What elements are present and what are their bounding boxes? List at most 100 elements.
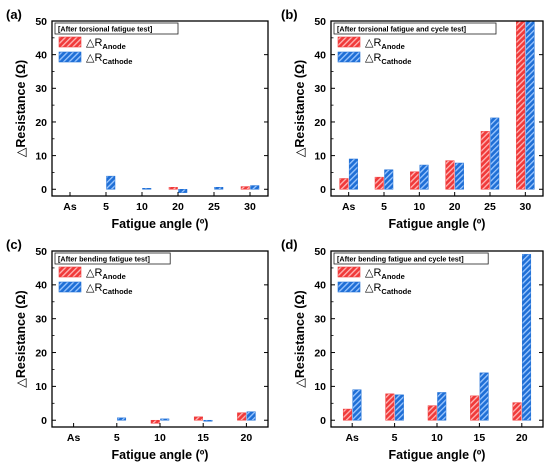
y-tick-label: 0 (320, 415, 326, 427)
bar-cathode-30 (525, 20, 535, 190)
legend-symbol: R (373, 52, 381, 64)
bar-anode-15 (470, 395, 480, 421)
legend-delta: △ (365, 52, 374, 64)
bar-anode-20 (445, 160, 455, 190)
y-tick-label: 30 (314, 83, 326, 95)
bar-anode-As (342, 408, 352, 421)
bar-anode-25 (480, 131, 490, 190)
bar-cathode-As (352, 389, 362, 421)
legend-label-anode: △RAnode (365, 37, 405, 51)
legend-subscript: Cathode (381, 287, 411, 296)
y-axis-label: △Resistance (Ω) (14, 290, 28, 387)
y-tick-label: 20 (314, 347, 326, 359)
bar-anode-10 (150, 419, 160, 424)
bar-cathode-10 (142, 188, 152, 190)
legend-swatch-cathode (58, 281, 82, 293)
bar-anode-30 (516, 20, 526, 190)
legend-subscript: Anode (381, 272, 404, 281)
panel-label: (b) (281, 7, 298, 22)
y-tick-label: 10 (35, 381, 47, 393)
y-tick-label: 50 (314, 246, 326, 258)
x-tick-label: 10 (431, 432, 443, 444)
legend-symbol: R (94, 52, 102, 64)
legend-delta: △ (86, 282, 95, 294)
legend-delta: △ (365, 282, 374, 294)
x-tick-label: 20 (241, 432, 253, 444)
bar-anode-As (339, 178, 349, 190)
y-tick-label: 0 (41, 415, 47, 427)
bar-cathode-20 (454, 162, 464, 190)
bar-cathode-20 (246, 411, 256, 421)
x-axis-label: Fatigue angle (º) (389, 217, 486, 231)
bar-cathode-5 (106, 175, 116, 190)
bar-anode-30 (240, 186, 250, 190)
legend-symbol: R (373, 282, 381, 294)
x-tick-label: 5 (103, 201, 109, 213)
y-tick-label: 40 (314, 280, 326, 292)
x-axis-label: Fatigue angle (º) (389, 448, 486, 462)
legend-subscript: Anode (102, 42, 125, 51)
bar-anode-5 (385, 393, 395, 421)
bar-anode-20 (237, 412, 247, 421)
bar-cathode-25 (490, 117, 500, 190)
x-tick-label: 30 (519, 201, 531, 213)
legend-label-anode: △RAnode (86, 37, 126, 51)
legend-symbol: R (94, 37, 102, 49)
y-tick-label: 20 (35, 117, 47, 129)
chart-panel-1: 0 10 20 30 40 50 As 5 10 20 25 30 Fatigue angle (º) △… (6, 7, 269, 231)
y-tick-label: 30 (314, 313, 326, 325)
y-tick-label: 10 (314, 150, 326, 162)
bar-cathode-10 (419, 164, 429, 190)
legend-label-cathode: △RCathode (86, 52, 132, 66)
bar-cathode-5 (384, 169, 394, 190)
legend-delta: △ (86, 52, 95, 64)
condition-box (333, 22, 497, 35)
legend-label-anode: △RAnode (86, 267, 126, 281)
y-tick-label: 50 (35, 16, 47, 28)
panel-label: (d) (281, 237, 298, 252)
bar-cathode-15 (479, 372, 489, 421)
condition-box (54, 22, 179, 35)
y-tick-label: 40 (35, 49, 47, 61)
y-tick-label: 0 (41, 184, 47, 196)
legend-subscript: Anode (102, 272, 125, 281)
condition-label: [After bending fatigue test] (58, 254, 150, 263)
bar-anode-10 (427, 405, 437, 421)
x-tick-label: 10 (154, 432, 166, 444)
bar-cathode-25 (214, 187, 224, 190)
y-tick-label: 10 (314, 381, 326, 393)
y-axis-label: △Resistance (Ω) (293, 290, 307, 387)
legend-swatch-anode (337, 36, 361, 48)
x-tick-label: 10 (413, 201, 425, 213)
x-tick-label: 20 (172, 201, 184, 213)
legend-swatch-anode (58, 266, 82, 278)
x-tick-label: 5 (392, 432, 398, 444)
legend-swatch-cathode (337, 281, 361, 293)
legend-symbol: R (94, 282, 102, 294)
legend-swatch-cathode (337, 51, 361, 63)
chart-panel-4: 0 10 20 30 40 50 As 5 10 15 20 Fatigue angle (º) △Re… (281, 237, 544, 462)
x-tick-label: 25 (484, 201, 496, 213)
legend-label-cathode: △RCathode (86, 282, 132, 296)
y-tick-label: 50 (314, 16, 326, 28)
panel-label: (a) (6, 7, 22, 22)
bar-anode-5 (374, 176, 384, 190)
x-tick-label: As (67, 432, 81, 444)
y-tick-label: 30 (35, 83, 47, 95)
condition-box (333, 252, 489, 265)
bar-cathode-10 (437, 392, 447, 421)
x-tick-label: 25 (208, 201, 220, 213)
bar-anode-10 (410, 171, 420, 190)
x-axis-label: Fatigue angle (º) (112, 448, 209, 462)
bar-anode-15 (193, 416, 203, 421)
x-tick-label: 20 (449, 201, 461, 213)
x-axis-label: Fatigue angle (º) (112, 217, 209, 231)
x-tick-label: 15 (197, 432, 209, 444)
bar-anode-20 (168, 187, 178, 190)
bar-cathode-15 (203, 419, 213, 422)
y-tick-label: 50 (35, 246, 47, 258)
x-tick-label: 20 (516, 432, 528, 444)
legend-label-cathode: △RCathode (365, 52, 411, 66)
x-tick-label: 5 (381, 201, 387, 213)
